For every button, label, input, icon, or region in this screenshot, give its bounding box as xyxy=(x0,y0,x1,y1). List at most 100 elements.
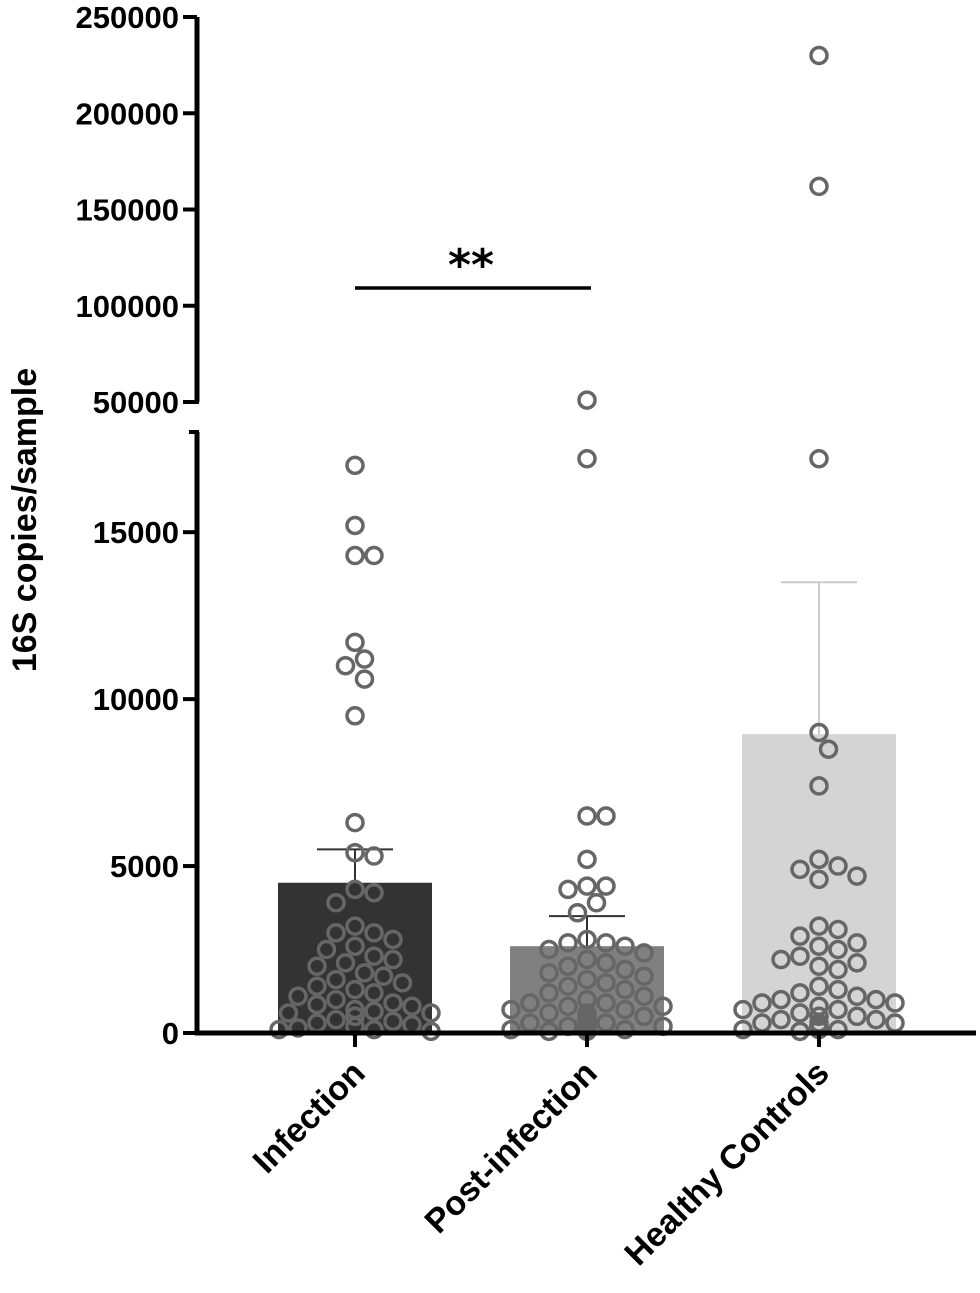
data-point xyxy=(364,1019,384,1040)
data-point xyxy=(885,993,905,1013)
data-point xyxy=(373,966,394,986)
data-point xyxy=(752,993,772,1013)
data-point xyxy=(809,776,829,796)
data-point xyxy=(847,933,867,953)
data-point xyxy=(634,1006,654,1027)
data-point xyxy=(539,983,559,1003)
data-point xyxy=(383,993,403,1013)
data-point xyxy=(634,986,654,1007)
data-point xyxy=(345,812,365,833)
x-category-label: Post-infection xyxy=(418,1054,605,1241)
data-point xyxy=(558,996,578,1017)
data-point xyxy=(345,1006,365,1027)
y-tick-label: 0 xyxy=(162,1016,179,1051)
data-point xyxy=(307,976,327,997)
data-point xyxy=(345,936,365,956)
data-point xyxy=(567,903,588,923)
data-point xyxy=(828,979,848,1000)
data-point xyxy=(577,849,597,870)
data-point xyxy=(345,916,365,936)
y-tick-label: 150000 xyxy=(76,193,179,228)
data-point xyxy=(364,923,384,943)
data-point xyxy=(364,946,384,966)
data-point xyxy=(288,986,308,1007)
error-bars-layer xyxy=(317,581,857,947)
data-point xyxy=(345,455,365,476)
data-point xyxy=(615,959,635,980)
data-point xyxy=(558,879,578,900)
data-point xyxy=(364,1001,384,1022)
y-tick-label: 15000 xyxy=(93,515,179,550)
significance-layer: ** xyxy=(355,240,591,291)
data-point xyxy=(733,999,753,1020)
data-point xyxy=(809,176,829,197)
y-tick-label: 250000 xyxy=(76,0,179,35)
data-point xyxy=(828,856,848,876)
data-point xyxy=(809,722,829,743)
y-tick-label: 5000 xyxy=(110,849,179,884)
data-point xyxy=(790,946,810,966)
data-point xyxy=(345,515,365,536)
data-point xyxy=(809,45,829,66)
data-point xyxy=(577,969,597,990)
data-point xyxy=(771,1009,791,1030)
data-point xyxy=(596,806,616,826)
data-point xyxy=(809,976,829,997)
x-category-label: Infection xyxy=(246,1054,373,1181)
data-point xyxy=(307,994,327,1015)
data-point xyxy=(269,1019,289,1040)
data-point xyxy=(577,806,597,826)
data-point xyxy=(847,986,867,1007)
data-point xyxy=(364,846,384,866)
data-point xyxy=(335,655,356,676)
data-point xyxy=(364,983,384,1003)
data-point xyxy=(809,849,829,870)
data-point xyxy=(354,649,375,669)
data-point xyxy=(790,859,810,880)
data-point xyxy=(577,390,597,410)
data-point xyxy=(615,936,635,956)
data-point xyxy=(326,1009,346,1030)
data-point xyxy=(771,989,791,1010)
bar-1 xyxy=(278,882,432,1033)
data-point xyxy=(345,706,365,726)
data-point xyxy=(539,939,559,960)
data-point xyxy=(790,983,810,1003)
data-point xyxy=(288,1018,308,1038)
data-point xyxy=(316,939,337,960)
data-point xyxy=(596,876,616,896)
data-point xyxy=(809,956,829,976)
data-point xyxy=(364,883,384,903)
data-point xyxy=(634,943,654,963)
data-point xyxy=(847,1006,867,1027)
data-point xyxy=(421,1003,441,1023)
data-point xyxy=(383,949,403,970)
axes-layer: 0 5000 10000 15000 50000 100000 150000 200000 25… xyxy=(76,0,976,1273)
data-point xyxy=(596,933,616,953)
data-point xyxy=(866,1009,886,1030)
data-point xyxy=(539,963,559,983)
data-point xyxy=(615,1019,635,1040)
data-point xyxy=(326,989,346,1010)
data-point xyxy=(383,1011,403,1032)
data-point xyxy=(392,973,413,993)
y-axis-title: 16S copies/sample xyxy=(6,368,44,672)
data-point xyxy=(809,936,829,956)
data-point xyxy=(326,893,346,913)
data-point xyxy=(809,916,829,936)
data-point xyxy=(653,996,673,1017)
bar-3 xyxy=(742,734,896,1033)
data-point xyxy=(596,973,616,993)
y-tick-label: 10000 xyxy=(93,682,179,717)
data-point xyxy=(345,545,365,566)
data-point xyxy=(818,739,839,759)
data-point xyxy=(501,999,521,1020)
data-point xyxy=(596,993,616,1013)
data-point xyxy=(828,999,848,1020)
data-point xyxy=(354,669,375,689)
data-point xyxy=(345,879,365,900)
data-point xyxy=(335,953,356,973)
data-point xyxy=(326,923,346,943)
data-point xyxy=(577,949,597,970)
